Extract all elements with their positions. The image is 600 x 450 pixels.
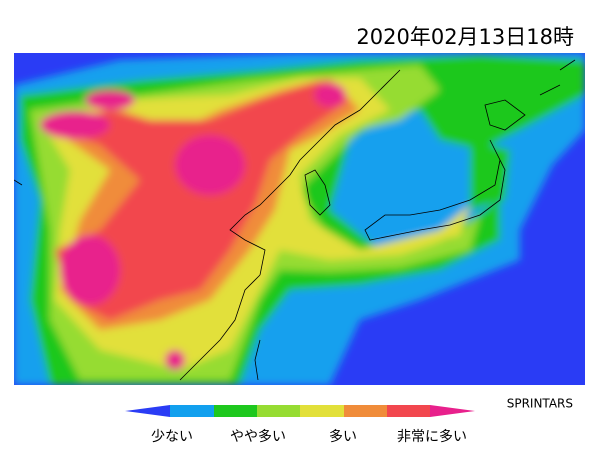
legend-swatch (214, 405, 257, 417)
legend-label: やや多い (230, 429, 286, 445)
legend-swatch (300, 405, 344, 417)
legend-label: 非常に多い (397, 429, 467, 445)
color-legend: 少ない やや多い 多い 非常に多い (125, 405, 475, 445)
legend-swatch (344, 405, 387, 417)
title: 2020年02月13日18時 (356, 25, 574, 49)
credit: SPRINTARS (507, 397, 573, 411)
legend-label: 多い (329, 429, 357, 445)
legend-swatch (125, 405, 170, 417)
legend-swatch (430, 405, 475, 417)
legend-label: 少ない (151, 429, 193, 445)
legend-swatch (387, 405, 430, 417)
legend-swatch (257, 405, 300, 417)
map (14, 53, 585, 385)
legend-swatch (170, 405, 214, 417)
